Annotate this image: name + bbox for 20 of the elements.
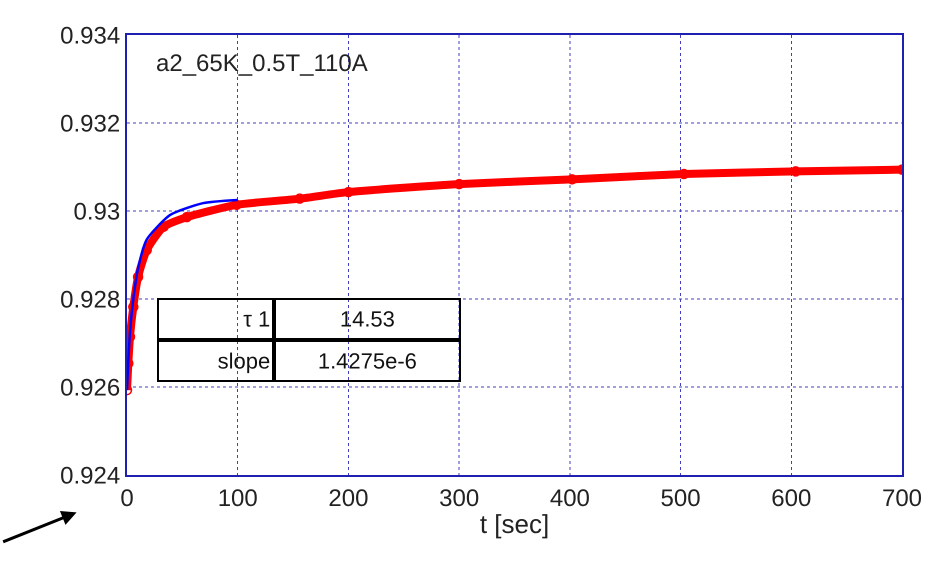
x-tick-label: 400 [550,484,590,512]
annotation: a2_65K_0.5T_110A [156,50,368,77]
y-tick-label: 0.93 [73,198,120,226]
x-tick-label: 500 [660,484,701,512]
x-tick-label: 700 [882,484,922,512]
annotation: τ 1 [243,306,270,332]
y-tick-label: 0.932 [60,110,120,138]
y-tick-label: 0.926 [60,374,120,402]
x-tick-label: 300 [439,484,480,512]
x-tick-label: 100 [218,484,258,512]
annotation: 14.53 [340,306,395,332]
y-tick-label: 0.924 [60,462,120,490]
x-axis-title: t [sec] [480,509,550,539]
x-tick-label: 0 [120,484,134,512]
y-tick-label: 0.928 [60,286,120,314]
x-tick-label: 600 [771,484,812,512]
y-tick-label: 0.934 [60,22,120,50]
annotation: 1.4275e-6 [318,348,417,374]
annotation: slope [218,348,270,374]
x-tick-label: 200 [328,484,368,512]
